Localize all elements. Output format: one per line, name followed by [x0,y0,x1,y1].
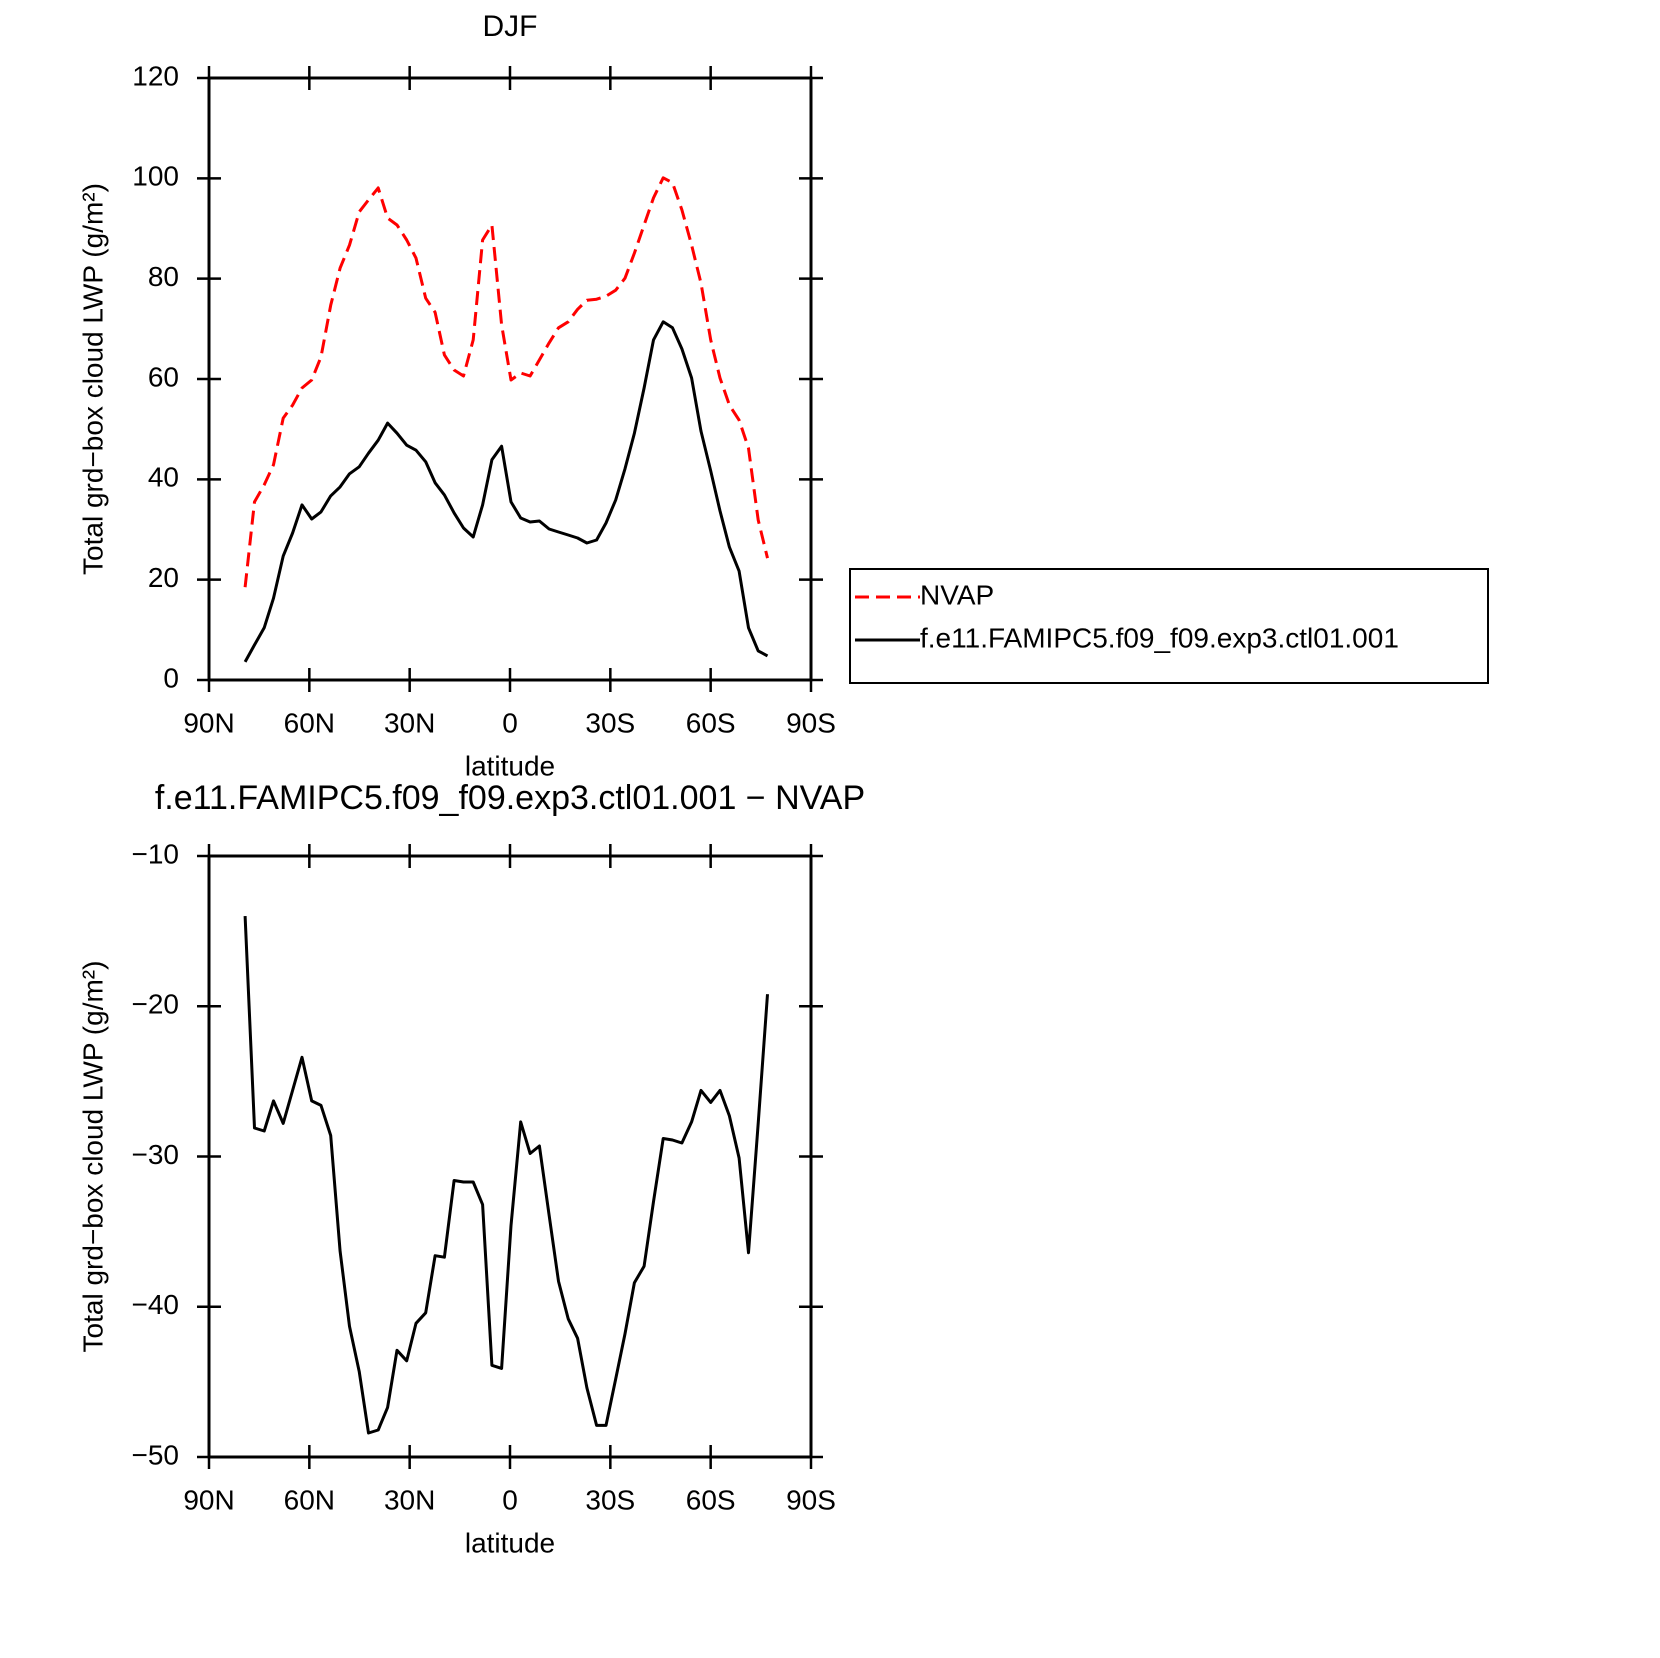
y-tick-label: −20 [132,989,180,1020]
x-tick-label: 0 [502,1484,518,1515]
x-tick-label: 60S [686,1484,736,1515]
y-tick-label: 0 [163,662,179,693]
x-tick-label: 30S [585,1484,635,1515]
y-tick-label: −30 [132,1139,180,1170]
x-tick-label: 30S [585,707,635,738]
data-line [243,916,769,1435]
x-tick-label: 60N [284,707,335,738]
y-axis-label: Total grd−box cloud LWP (g/m²) [77,183,108,575]
legend-box [849,568,1489,684]
y-tick-label: 60 [148,361,179,392]
y-tick-label: 120 [132,60,179,91]
y-axis-label: Total grd−box cloud LWP (g/m²) [77,961,108,1353]
x-tick-label: 90S [786,1484,836,1515]
data-line [243,176,769,588]
y-tick-label: 20 [148,562,179,593]
x-tick-label: 90N [183,1484,234,1515]
y-tick-label: −10 [132,838,180,869]
chart-title: DJF [483,10,538,43]
chart-title: f.e11.FAMIPC5.f09_f09.exp3.ctl01.001 − N… [155,779,865,817]
x-tick-label: 90N [183,707,234,738]
data-line [243,320,769,663]
y-tick-label: 40 [148,462,179,493]
x-tick-label: 0 [502,707,518,738]
x-tick-label: 60N [284,1484,335,1515]
legend-label: f.e11.FAMIPC5.f09_f09.exp3.ctl01.001 [920,622,1399,653]
y-tick-label: −40 [132,1289,180,1320]
x-axis-label: latitude [465,750,555,781]
x-tick-label: 90S [786,707,836,738]
y-tick-label: 80 [148,261,179,292]
legend-label: NVAP [920,579,994,610]
x-tick-label: 30N [384,707,435,738]
x-tick-label: 60S [686,707,736,738]
x-tick-label: 30N [384,1484,435,1515]
y-tick-label: −50 [132,1439,180,1470]
x-axis-label: latitude [465,1527,555,1558]
y-tick-label: 100 [132,161,179,192]
plot-frame [207,854,813,1459]
